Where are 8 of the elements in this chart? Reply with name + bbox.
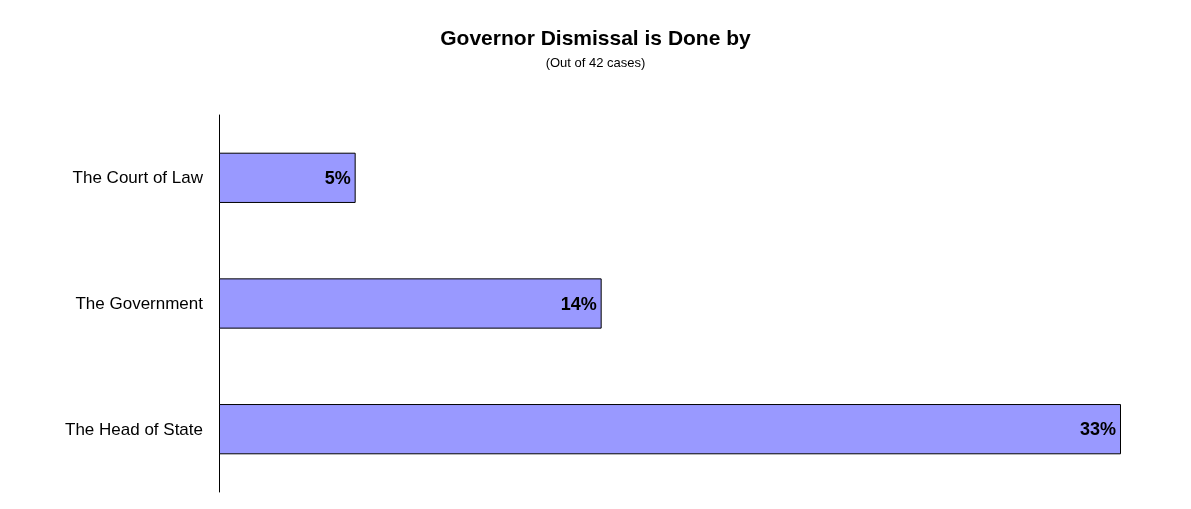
y-tick-label: The Government (75, 294, 204, 313)
y-tick-label: The Court of Law (72, 168, 204, 188)
chart-title: Governor Dismissal is Done by (440, 26, 752, 49)
data-label: 5% (324, 167, 351, 188)
chart-subtitle: (Out of 42 cases) (545, 55, 646, 70)
data-label: 33% (1079, 419, 1116, 440)
y-tick-label: The Head of State (65, 419, 203, 439)
data-label: 14% (560, 293, 597, 314)
